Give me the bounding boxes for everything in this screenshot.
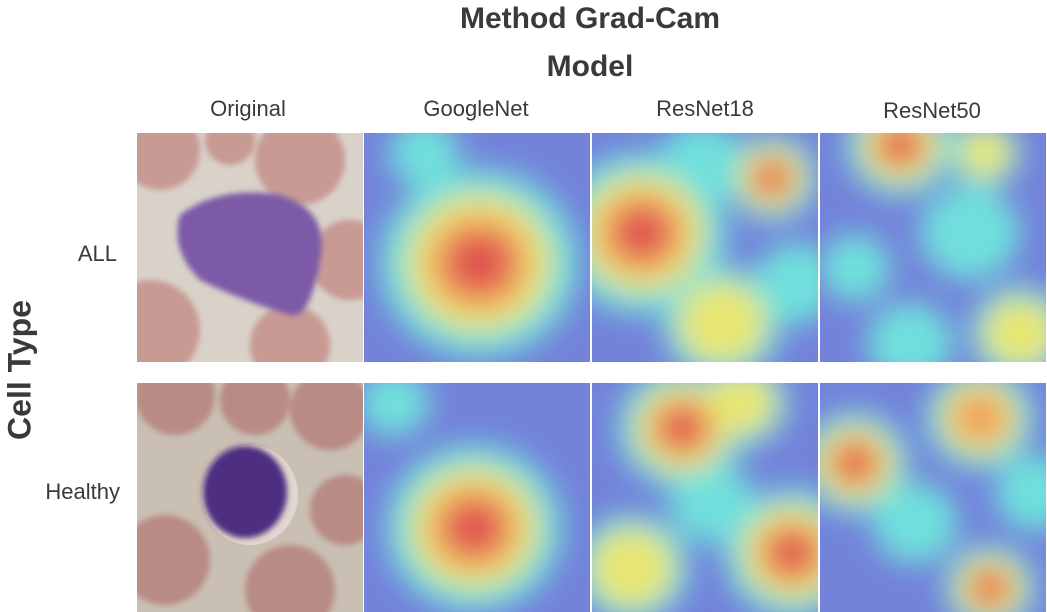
heatmap [820,383,1046,612]
column-header: ResNet50 [883,98,981,123]
heatmap [364,383,590,612]
row-label: Healthy [45,479,120,504]
figure-subtitle: Model [547,50,634,83]
heatmap [592,383,818,612]
column-header: Original [210,96,286,121]
original-image [137,133,363,362]
heatmap [820,133,1046,362]
row-label: ALL [78,241,117,266]
heatmap [592,133,818,362]
original-image [137,383,363,612]
column-header: ResNet18 [656,96,754,121]
figure-title: Method Grad-Cam [460,2,720,35]
heatmap [364,133,590,362]
row-axis-label: Cell Type [1,300,37,440]
column-header: GoogleNet [423,96,528,121]
